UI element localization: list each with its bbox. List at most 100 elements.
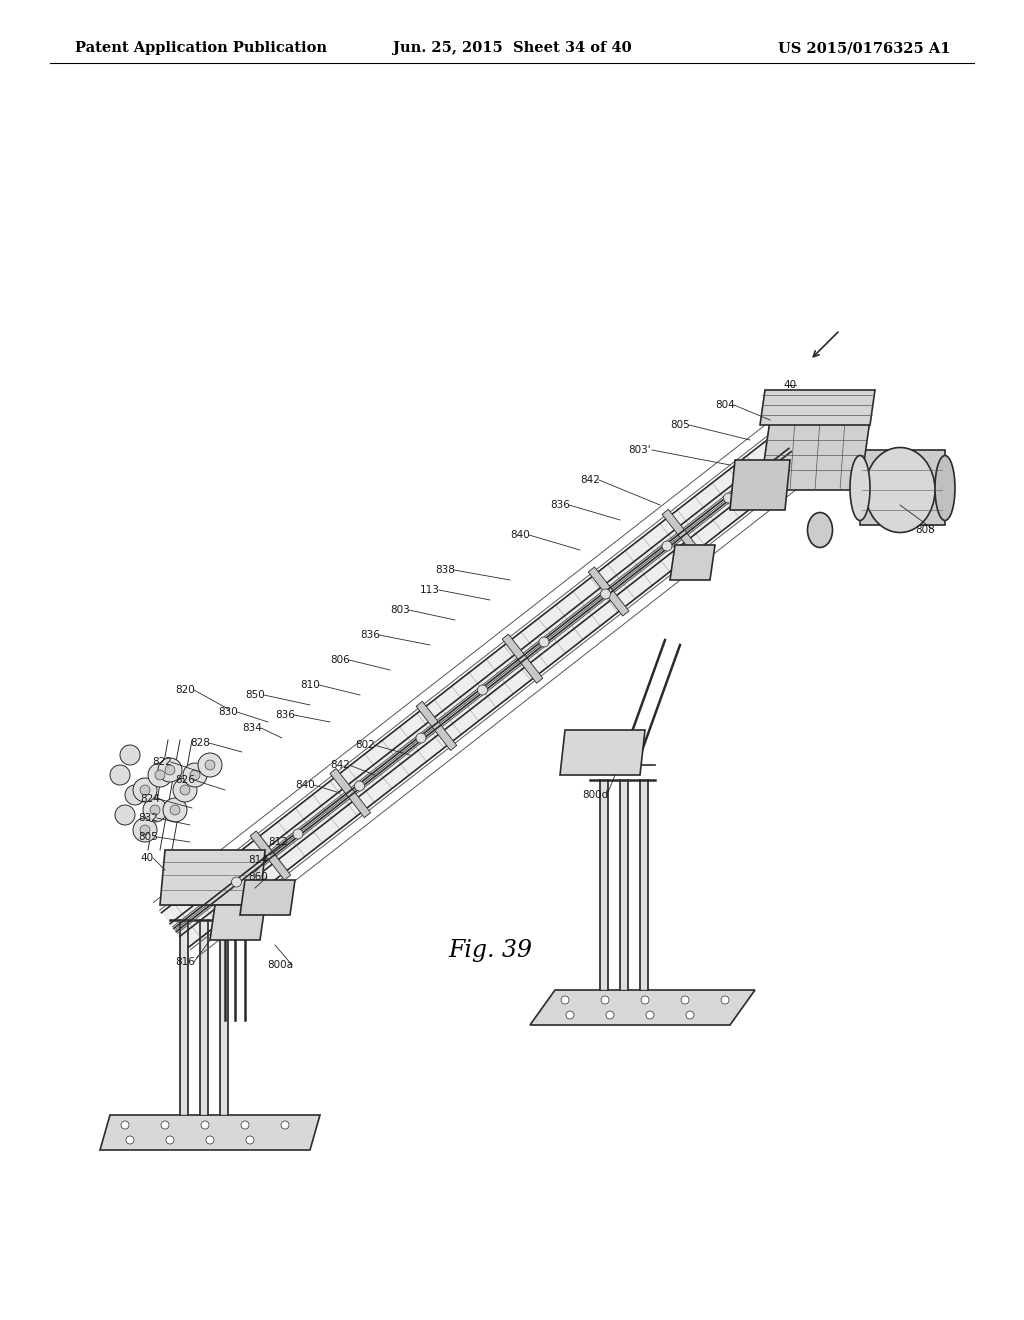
Text: 840: 840	[295, 780, 314, 789]
Circle shape	[641, 997, 649, 1005]
Polygon shape	[730, 459, 790, 510]
Text: Jun. 25, 2015  Sheet 34 of 40: Jun. 25, 2015 Sheet 34 of 40	[392, 41, 632, 55]
Circle shape	[115, 805, 135, 825]
Text: 824: 824	[140, 795, 160, 804]
Circle shape	[140, 785, 150, 795]
Circle shape	[180, 785, 190, 795]
Text: 803': 803'	[629, 445, 651, 455]
Circle shape	[241, 1121, 249, 1129]
Circle shape	[201, 1121, 209, 1129]
Circle shape	[539, 638, 549, 647]
Circle shape	[150, 805, 160, 814]
Text: 850: 850	[245, 690, 265, 700]
Circle shape	[561, 997, 569, 1005]
Polygon shape	[160, 850, 265, 906]
Text: 828: 828	[190, 738, 210, 748]
Text: 802: 802	[355, 741, 375, 750]
Circle shape	[126, 1137, 134, 1144]
Polygon shape	[240, 880, 295, 915]
Text: 836: 836	[550, 500, 570, 510]
Text: 836: 836	[360, 630, 380, 640]
Text: 812: 812	[268, 837, 288, 847]
Circle shape	[354, 781, 365, 791]
Polygon shape	[210, 906, 265, 940]
Text: 840: 840	[510, 531, 529, 540]
Polygon shape	[560, 730, 645, 775]
Text: 822: 822	[152, 756, 172, 767]
Polygon shape	[760, 420, 870, 490]
Text: 805: 805	[670, 420, 690, 430]
Circle shape	[110, 766, 130, 785]
Text: 803: 803	[390, 605, 410, 615]
Circle shape	[133, 818, 157, 842]
Text: 838: 838	[435, 565, 455, 576]
Bar	[200, 920, 208, 1115]
Circle shape	[120, 744, 140, 766]
Bar	[600, 780, 608, 990]
Circle shape	[190, 770, 200, 780]
Text: 800d: 800d	[582, 789, 608, 800]
Bar	[220, 920, 228, 1115]
Circle shape	[281, 1121, 289, 1129]
Polygon shape	[162, 433, 804, 948]
Polygon shape	[860, 450, 945, 525]
Circle shape	[158, 758, 182, 781]
Polygon shape	[330, 768, 371, 817]
Circle shape	[205, 760, 215, 770]
Text: 832: 832	[138, 813, 158, 822]
Circle shape	[681, 997, 689, 1005]
Circle shape	[646, 1011, 654, 1019]
Circle shape	[566, 1011, 574, 1019]
Polygon shape	[502, 634, 543, 684]
Circle shape	[140, 825, 150, 836]
Circle shape	[198, 752, 222, 777]
Circle shape	[721, 997, 729, 1005]
Polygon shape	[760, 389, 874, 425]
Circle shape	[125, 785, 145, 805]
Text: 113: 113	[420, 585, 440, 595]
Circle shape	[183, 763, 207, 787]
Text: 40: 40	[140, 853, 154, 863]
Text: Fig. 39: Fig. 39	[449, 939, 532, 961]
Circle shape	[477, 685, 487, 696]
Polygon shape	[530, 990, 755, 1026]
Circle shape	[165, 766, 175, 775]
Circle shape	[143, 799, 167, 822]
Circle shape	[600, 589, 610, 599]
Text: 814: 814	[248, 855, 268, 865]
Circle shape	[206, 1137, 214, 1144]
Text: 836: 836	[275, 710, 295, 719]
Ellipse shape	[808, 512, 833, 548]
Circle shape	[724, 492, 733, 503]
Circle shape	[293, 829, 303, 840]
Ellipse shape	[850, 455, 870, 520]
Polygon shape	[663, 510, 702, 558]
Circle shape	[148, 763, 172, 787]
Bar	[640, 780, 648, 990]
Circle shape	[246, 1137, 254, 1144]
Text: 805: 805	[138, 832, 158, 842]
Text: 860: 860	[248, 873, 268, 882]
Text: 842: 842	[330, 760, 350, 770]
Circle shape	[166, 1137, 174, 1144]
Text: 40: 40	[783, 380, 797, 389]
Ellipse shape	[865, 447, 935, 532]
Polygon shape	[588, 566, 629, 616]
Text: 810: 810	[300, 680, 319, 690]
Circle shape	[163, 799, 187, 822]
Text: 806: 806	[330, 655, 350, 665]
Circle shape	[173, 777, 197, 803]
Bar	[620, 780, 628, 990]
Circle shape	[121, 1121, 129, 1129]
Circle shape	[606, 1011, 614, 1019]
Circle shape	[155, 770, 165, 780]
Polygon shape	[416, 701, 457, 751]
Circle shape	[231, 876, 242, 887]
Circle shape	[170, 805, 180, 814]
Text: 826: 826	[175, 775, 195, 785]
Circle shape	[133, 777, 157, 803]
Text: 842: 842	[580, 475, 600, 484]
Text: 808: 808	[915, 525, 935, 535]
Text: 816: 816	[175, 957, 195, 968]
Polygon shape	[670, 545, 715, 579]
